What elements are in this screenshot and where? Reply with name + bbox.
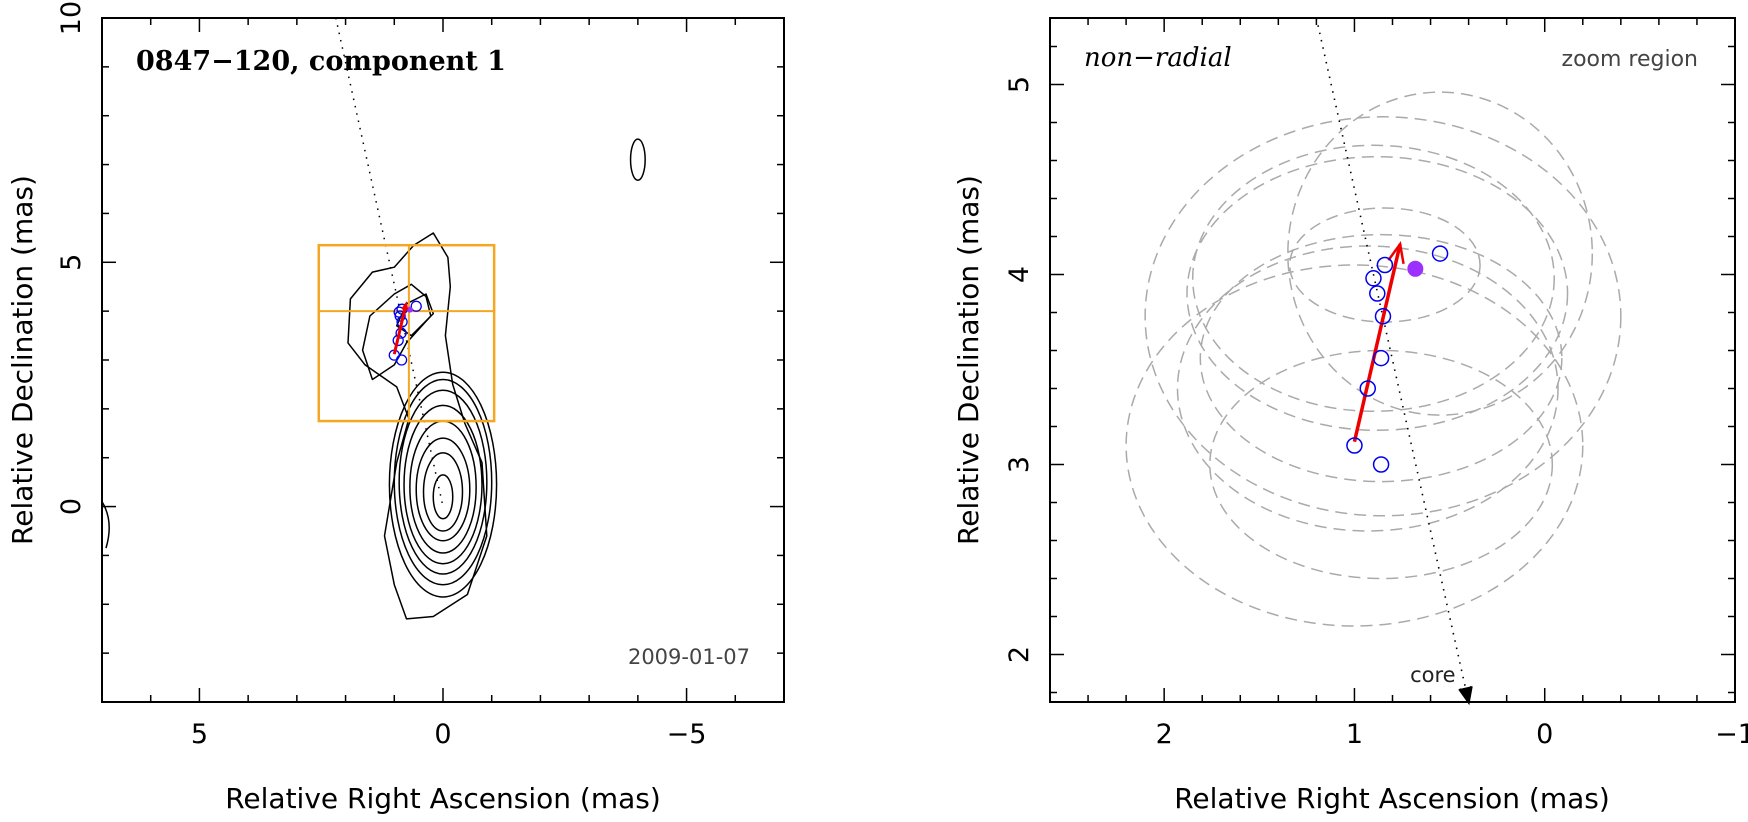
right-error-ellipses xyxy=(1125,91,1622,627)
contour-line xyxy=(432,474,454,520)
left-x-axis-label: Relative Right Ascension (mas) xyxy=(225,782,661,815)
left-x-tick-label: −5 xyxy=(667,719,707,750)
edge-contour xyxy=(101,501,110,549)
contour-line xyxy=(415,437,471,542)
right-y-tick-label: 3 xyxy=(1004,456,1035,473)
zoom-box xyxy=(317,243,496,423)
error-ellipse xyxy=(1287,91,1594,416)
left-plot-frame xyxy=(101,17,785,703)
left-axis-ticks xyxy=(101,17,785,703)
right-y-axis-label: Relative Declination (mas) xyxy=(952,175,985,545)
left-date-label: 2009-01-07 xyxy=(628,645,750,669)
contour-line xyxy=(403,404,483,565)
right-y-tick-label: 2 xyxy=(1004,646,1035,663)
left-tick-labels: 5 0 −5 0 5 10 xyxy=(56,1,706,750)
left-contours xyxy=(101,138,646,620)
core-label: core xyxy=(1410,663,1456,687)
error-ellipse xyxy=(1144,116,1622,517)
contour-line xyxy=(388,371,498,598)
right-zoom-label: zoom region xyxy=(1562,47,1698,72)
component-position-point xyxy=(1346,437,1363,454)
panel-left-contour-map: 5 0 −5 0 5 10 0847−120, component 1 2009-01-0… xyxy=(6,1,785,815)
component-position-point xyxy=(1374,308,1392,325)
right-x-tick-label: −1 xyxy=(1715,719,1748,750)
contour-line xyxy=(629,138,646,181)
contour-line xyxy=(409,420,477,554)
right-plot-frame xyxy=(1049,17,1736,703)
inner-contour xyxy=(361,283,432,381)
left-x-tick-label: 0 xyxy=(434,719,451,750)
right-overlay: core xyxy=(1315,17,1473,706)
error-ellipse xyxy=(1186,155,1569,432)
right-x-axis-label: Relative Right Ascension (mas) xyxy=(1174,782,1610,815)
contour-line xyxy=(393,378,493,586)
left-y-tick-label: 0 xyxy=(56,498,87,515)
error-ellipse xyxy=(1289,207,1481,323)
component-position-point xyxy=(395,354,408,366)
core-direction-dotted-line xyxy=(335,17,444,507)
panel-right-zoom-region: 2 1 0 −1 2 3 4 5 core non−radial zoom region Re… xyxy=(952,17,1748,815)
right-tick-labels: 2 1 0 −1 2 3 4 5 xyxy=(1004,76,1748,750)
component-position-point xyxy=(1431,245,1449,262)
error-ellipse xyxy=(1125,264,1584,627)
component-position-point xyxy=(1359,380,1377,397)
left-x-tick-label: 5 xyxy=(191,719,208,750)
right-x-tick-label: 0 xyxy=(1536,719,1553,750)
velocity-arrowhead xyxy=(1387,240,1405,265)
component-position-point xyxy=(1372,456,1390,473)
component-position-point xyxy=(1369,285,1386,302)
error-ellipse xyxy=(1209,349,1554,580)
error-ellipse xyxy=(1191,144,1555,413)
core-direction-dotted-line xyxy=(1315,17,1470,703)
left-y-tick-label: 10 xyxy=(56,1,87,35)
velocity-arrowhead xyxy=(401,301,409,311)
velocity-vector xyxy=(392,303,408,355)
velocity-vector xyxy=(1352,243,1402,443)
right-x-tick-label: 2 xyxy=(1156,719,1173,750)
core-direction-arrowhead xyxy=(1458,686,1473,706)
error-ellipse xyxy=(1199,233,1563,483)
left-y-axis-label: Relative Declination (mas) xyxy=(6,175,39,545)
component-position-point xyxy=(410,300,422,312)
left-y-tick-label: 5 xyxy=(56,254,87,271)
right-y-tick-label: 4 xyxy=(1004,266,1035,283)
mean-position-point xyxy=(1407,260,1424,277)
right-y-tick-label: 5 xyxy=(1004,76,1035,93)
right-title: non−radial xyxy=(1084,43,1232,73)
contour-line xyxy=(422,452,464,532)
component-position-point xyxy=(1365,270,1382,287)
component-position-point xyxy=(1376,256,1394,274)
mean-position-point xyxy=(406,306,413,313)
component-position-point xyxy=(1372,349,1390,367)
right-x-tick-label: 1 xyxy=(1346,719,1363,750)
left-title: 0847−120, component 1 xyxy=(136,46,506,77)
contour-line xyxy=(398,389,488,575)
left-overlay xyxy=(317,17,496,507)
right-axis-ticks xyxy=(1049,18,1736,702)
